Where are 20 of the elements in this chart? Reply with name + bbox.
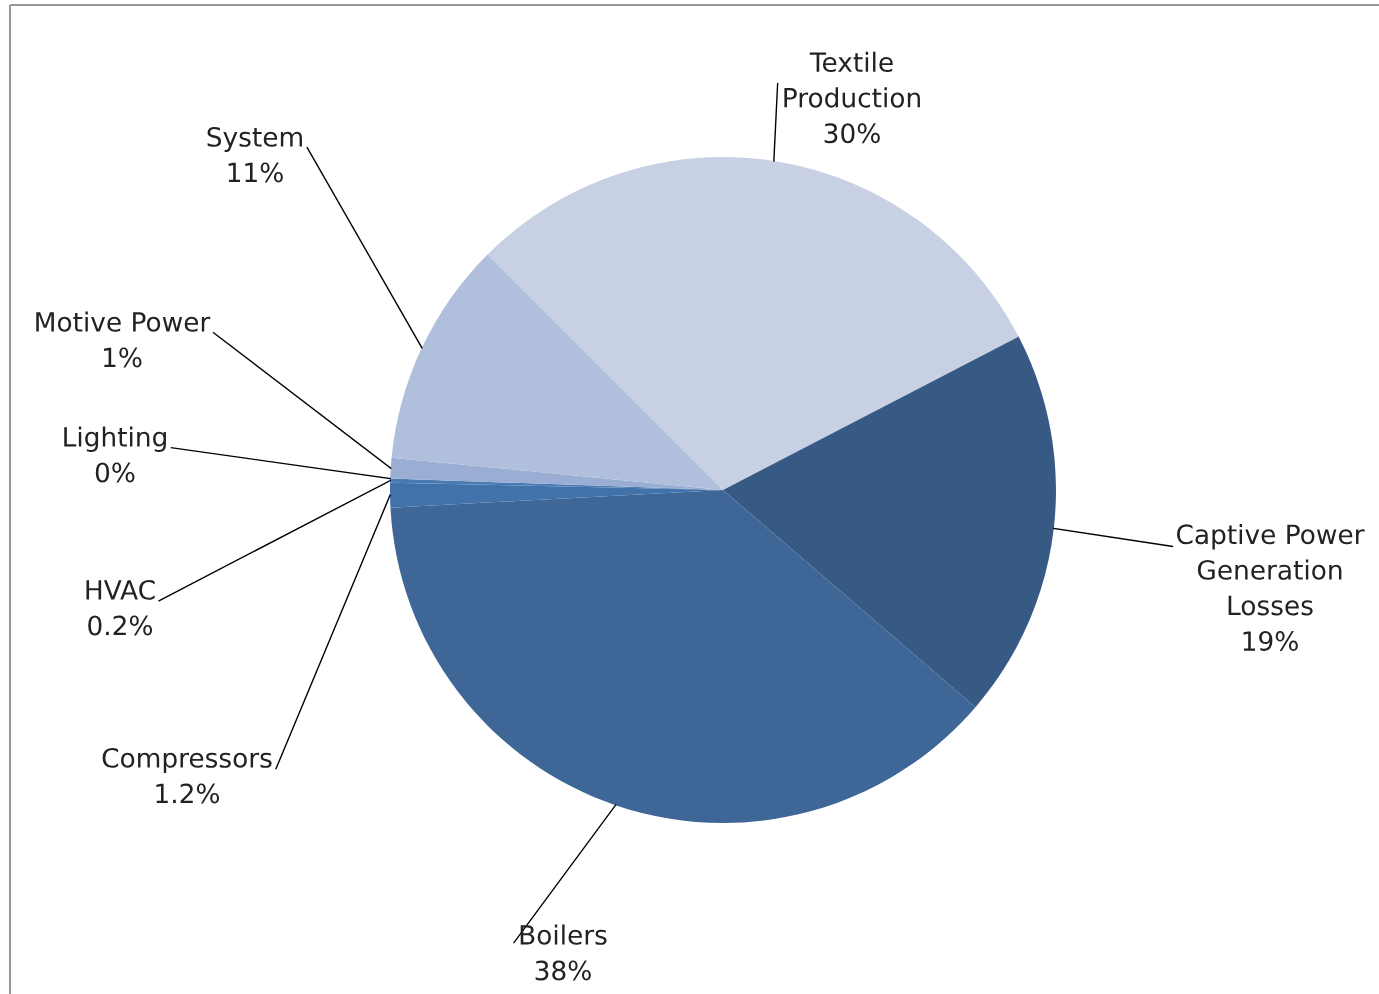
pie-slice: [723, 336, 1056, 708]
data-label: 1.2%: [156, 783, 220, 804]
slice-label: System: [207, 126, 302, 152]
pie-slice: [390, 490, 976, 823]
data-label: 38%: [535, 960, 591, 981]
text: 0%: [95, 462, 135, 483]
data-label: 0.2%: [88, 615, 153, 636]
pie-slice: [487, 157, 1019, 490]
slice-label: Captive Power Generation Losses: [1176, 523, 1365, 616]
slice-label: Textile Production: [784, 51, 920, 108]
category-label: Lighting: [64, 426, 166, 452]
slice-label: Boilers: [520, 924, 607, 945]
data-label: 11%: [228, 162, 283, 183]
data-label: 30%: [824, 123, 880, 144]
slice-label: Motive Power: [36, 311, 211, 332]
data-label: 19%: [1243, 631, 1298, 651]
slice-label: HVAC: [86, 579, 155, 600]
pie-slice: [391, 254, 723, 490]
slice-label: Compressors: [102, 747, 272, 773]
data-label: 1%: [103, 347, 142, 368]
